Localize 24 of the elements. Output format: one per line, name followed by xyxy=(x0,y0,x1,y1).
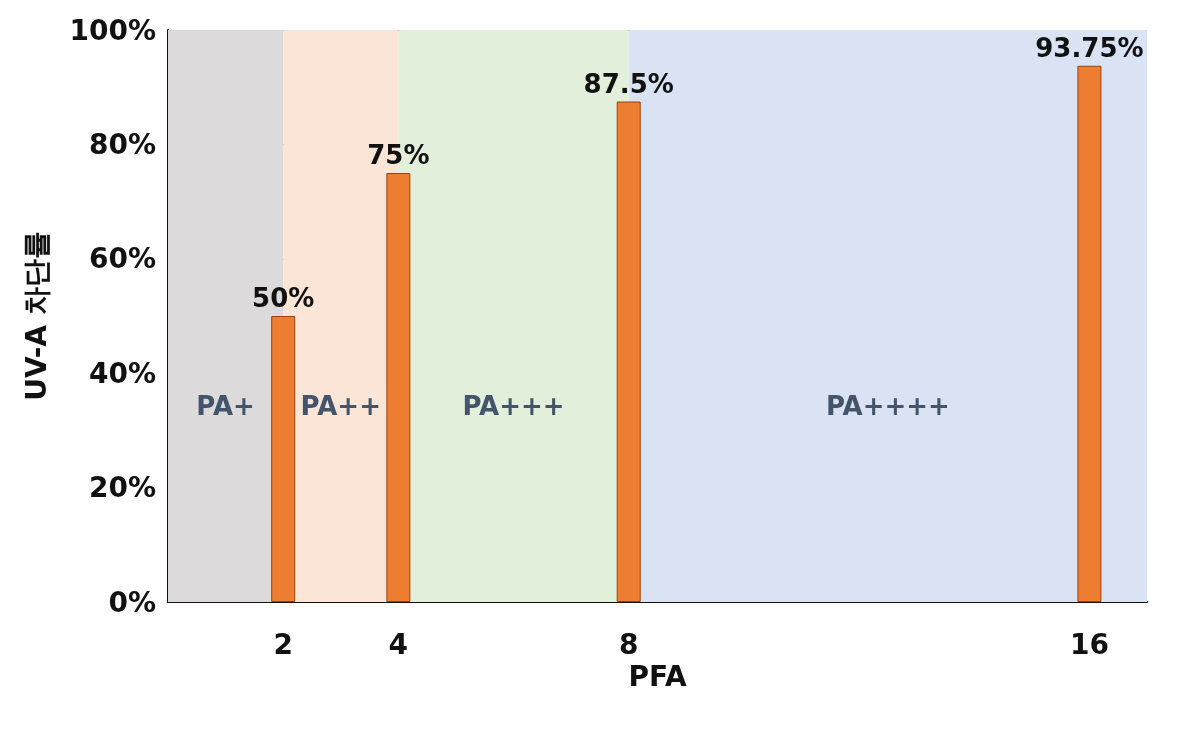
y-axis-title: UV-A 차단률 xyxy=(19,231,53,401)
bar xyxy=(1077,65,1102,602)
data-label: 50% xyxy=(252,283,315,313)
x-tick-label: 4 xyxy=(388,627,409,661)
band-label: PA+++ xyxy=(462,391,565,421)
y-tick-label: 20% xyxy=(88,471,156,505)
y-tick-label: 100% xyxy=(69,13,156,47)
data-label: 87.5% xyxy=(583,68,674,99)
y-tick-label: 60% xyxy=(88,242,156,276)
bar xyxy=(616,101,641,602)
bar xyxy=(386,173,411,602)
x-tick-label: 2 xyxy=(273,627,293,661)
x-tick-label: 16 xyxy=(1069,627,1109,661)
x-axis-title: PFA xyxy=(628,660,687,694)
bar xyxy=(271,316,296,602)
data-label: 75% xyxy=(367,140,430,170)
x-tick-label: 8 xyxy=(618,627,639,661)
band-label: PA+ xyxy=(196,391,255,421)
data-label: 93.75% xyxy=(1035,32,1144,63)
band-label: PA++++ xyxy=(825,391,950,421)
y-tick-label: 80% xyxy=(88,127,156,161)
band-label: PA++ xyxy=(300,391,381,421)
y-tick-label: 0% xyxy=(108,585,156,619)
y-tick-label: 40% xyxy=(88,356,156,390)
